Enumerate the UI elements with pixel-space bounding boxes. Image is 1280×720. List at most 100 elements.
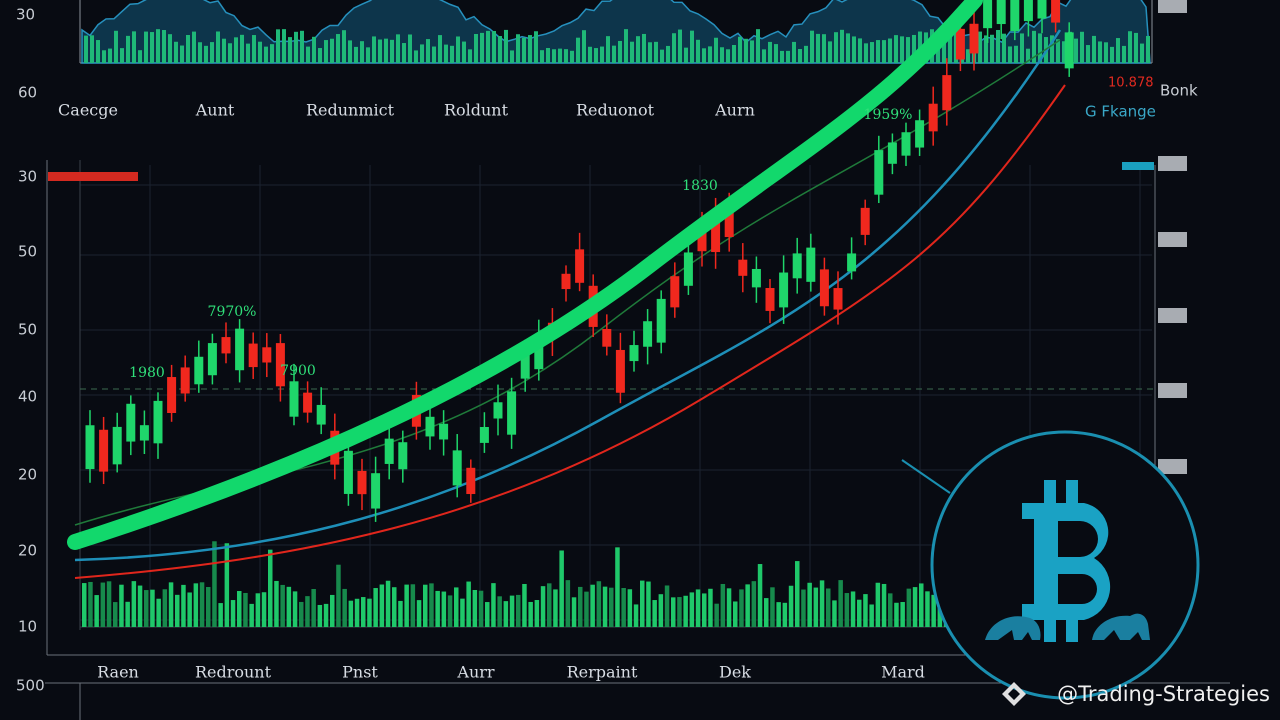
volume-bar — [863, 594, 868, 627]
candle — [262, 347, 272, 363]
candle — [711, 212, 721, 253]
candle — [792, 253, 802, 279]
volume-bar — [274, 580, 279, 627]
candle — [248, 343, 258, 368]
top-bar — [798, 48, 802, 63]
candle — [819, 269, 829, 307]
top-bar — [660, 49, 664, 63]
y-label: 50 — [18, 321, 37, 339]
x-label: Rerpaint — [567, 663, 638, 682]
candle — [955, 28, 965, 60]
volume-bar — [454, 587, 459, 627]
volume-bar — [516, 594, 521, 627]
bear — [985, 616, 1041, 640]
top-bar — [510, 50, 514, 63]
top-bar — [588, 46, 592, 63]
top-bar — [822, 34, 826, 63]
volume-bar — [689, 592, 695, 627]
top-bar — [714, 37, 718, 63]
candle — [316, 404, 326, 425]
top-bar — [612, 45, 616, 63]
top-bar — [210, 42, 214, 63]
volume-bar — [652, 600, 657, 627]
top-bar — [432, 46, 436, 63]
volume-bar — [503, 601, 509, 627]
annotation: 1830 — [682, 178, 718, 194]
volume-bar — [757, 564, 763, 627]
x-label: Aurr — [456, 663, 495, 682]
candle — [697, 229, 707, 252]
top-bar — [804, 45, 808, 63]
top-bar — [1110, 46, 1114, 63]
volume-bar — [317, 604, 323, 627]
top-bar — [654, 41, 658, 63]
top-bar — [978, 31, 982, 63]
bull — [1092, 613, 1150, 640]
volume-bar — [875, 582, 881, 627]
candle — [629, 345, 639, 362]
volume-bar — [850, 591, 856, 627]
volume-bar — [646, 581, 651, 627]
candle — [289, 381, 299, 417]
candle — [112, 426, 122, 465]
y-label: 50 — [18, 243, 37, 261]
watermark-icon — [1002, 682, 1026, 706]
candle — [643, 321, 653, 347]
volume-bar — [181, 584, 186, 627]
top-bar — [1080, 31, 1084, 63]
volume-bar — [553, 589, 558, 627]
candle — [683, 252, 693, 286]
volume-bar — [187, 592, 192, 627]
volume-bar — [280, 584, 285, 627]
x-label: Aurn — [714, 101, 755, 120]
top-bar — [306, 46, 310, 63]
candle — [847, 253, 857, 272]
volume-bar — [472, 589, 478, 627]
top-bar — [180, 45, 184, 63]
x-label: Aunt — [195, 101, 235, 120]
volume-bar — [212, 541, 217, 627]
top-bar — [864, 43, 868, 63]
top-bar — [162, 30, 166, 63]
candle — [915, 120, 925, 148]
candle — [724, 208, 734, 238]
top-bar — [354, 46, 358, 63]
candle — [180, 367, 190, 394]
volume-bar — [113, 602, 118, 627]
candle — [860, 207, 870, 235]
top-bar — [546, 48, 550, 63]
top-bar — [702, 48, 706, 63]
top-bar — [240, 34, 244, 63]
top-bar — [600, 46, 604, 63]
candle — [384, 438, 394, 464]
top-bar — [756, 29, 760, 63]
volume-bar — [906, 588, 912, 627]
top-bar — [276, 29, 280, 64]
candle — [371, 473, 381, 509]
top-bar — [474, 33, 478, 63]
volume-bar — [478, 590, 484, 627]
top-bar — [744, 38, 748, 63]
top-bar — [186, 34, 190, 63]
volume-bar — [398, 600, 403, 627]
volume-bar — [559, 550, 564, 627]
top-bar — [84, 35, 88, 63]
x-label: Mard — [881, 663, 925, 682]
volume-bar — [888, 593, 893, 627]
candle — [235, 328, 245, 371]
volume-bar — [137, 585, 143, 627]
volume-bar — [869, 604, 874, 627]
candle — [221, 337, 231, 354]
volume-bar — [230, 600, 236, 627]
top-bar — [1092, 35, 1096, 63]
top-bar — [114, 30, 118, 63]
y-label: 30 — [18, 168, 37, 186]
top-bar — [300, 30, 304, 63]
volume-bar — [491, 583, 496, 627]
volume-bar — [342, 588, 347, 627]
volume-bar — [410, 584, 416, 627]
volume-bar — [813, 587, 819, 627]
candle — [85, 425, 95, 470]
